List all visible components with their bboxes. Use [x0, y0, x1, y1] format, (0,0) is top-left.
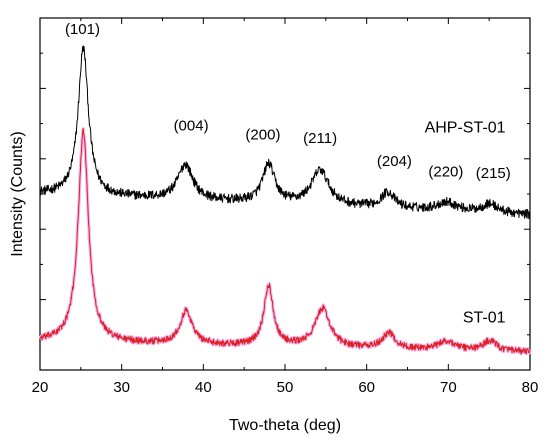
peak-label: (204)	[377, 153, 412, 170]
peak-label: (211)	[303, 130, 337, 147]
peak-label: (200)	[245, 126, 280, 143]
series-line-ahp-st-01	[39, 45, 531, 220]
series-layer	[38, 45, 532, 356]
series-line-st-01	[39, 128, 531, 355]
series-label: AHP-ST-01	[425, 119, 506, 136]
peak-annotations: (101) (004) (200) (211) (204) (220) (215)	[65, 21, 511, 182]
peak-label: (101)	[65, 21, 100, 38]
peak-label: (215)	[476, 165, 511, 182]
series-labels: AHP-ST-01 ST-01	[425, 119, 506, 326]
y-axis-title: Intensity (Counts)	[9, 131, 26, 256]
x-axis-ticks: 20 30 40 50 60 70 80	[32, 18, 539, 396]
x-tick-label: 60	[358, 379, 375, 396]
x-tick-label: 40	[195, 379, 212, 396]
x-tick-label: 30	[113, 379, 130, 396]
peak-label: (220)	[428, 163, 463, 180]
peak-label: (004)	[174, 118, 209, 135]
x-tick-label: 70	[440, 379, 457, 396]
series-label: ST-01	[463, 309, 506, 326]
x-axis-title: Two-theta (deg)	[229, 417, 341, 434]
x-tick-label: 50	[277, 379, 294, 396]
x-tick-label: 20	[32, 379, 49, 396]
x-tick-label: 80	[522, 379, 539, 396]
